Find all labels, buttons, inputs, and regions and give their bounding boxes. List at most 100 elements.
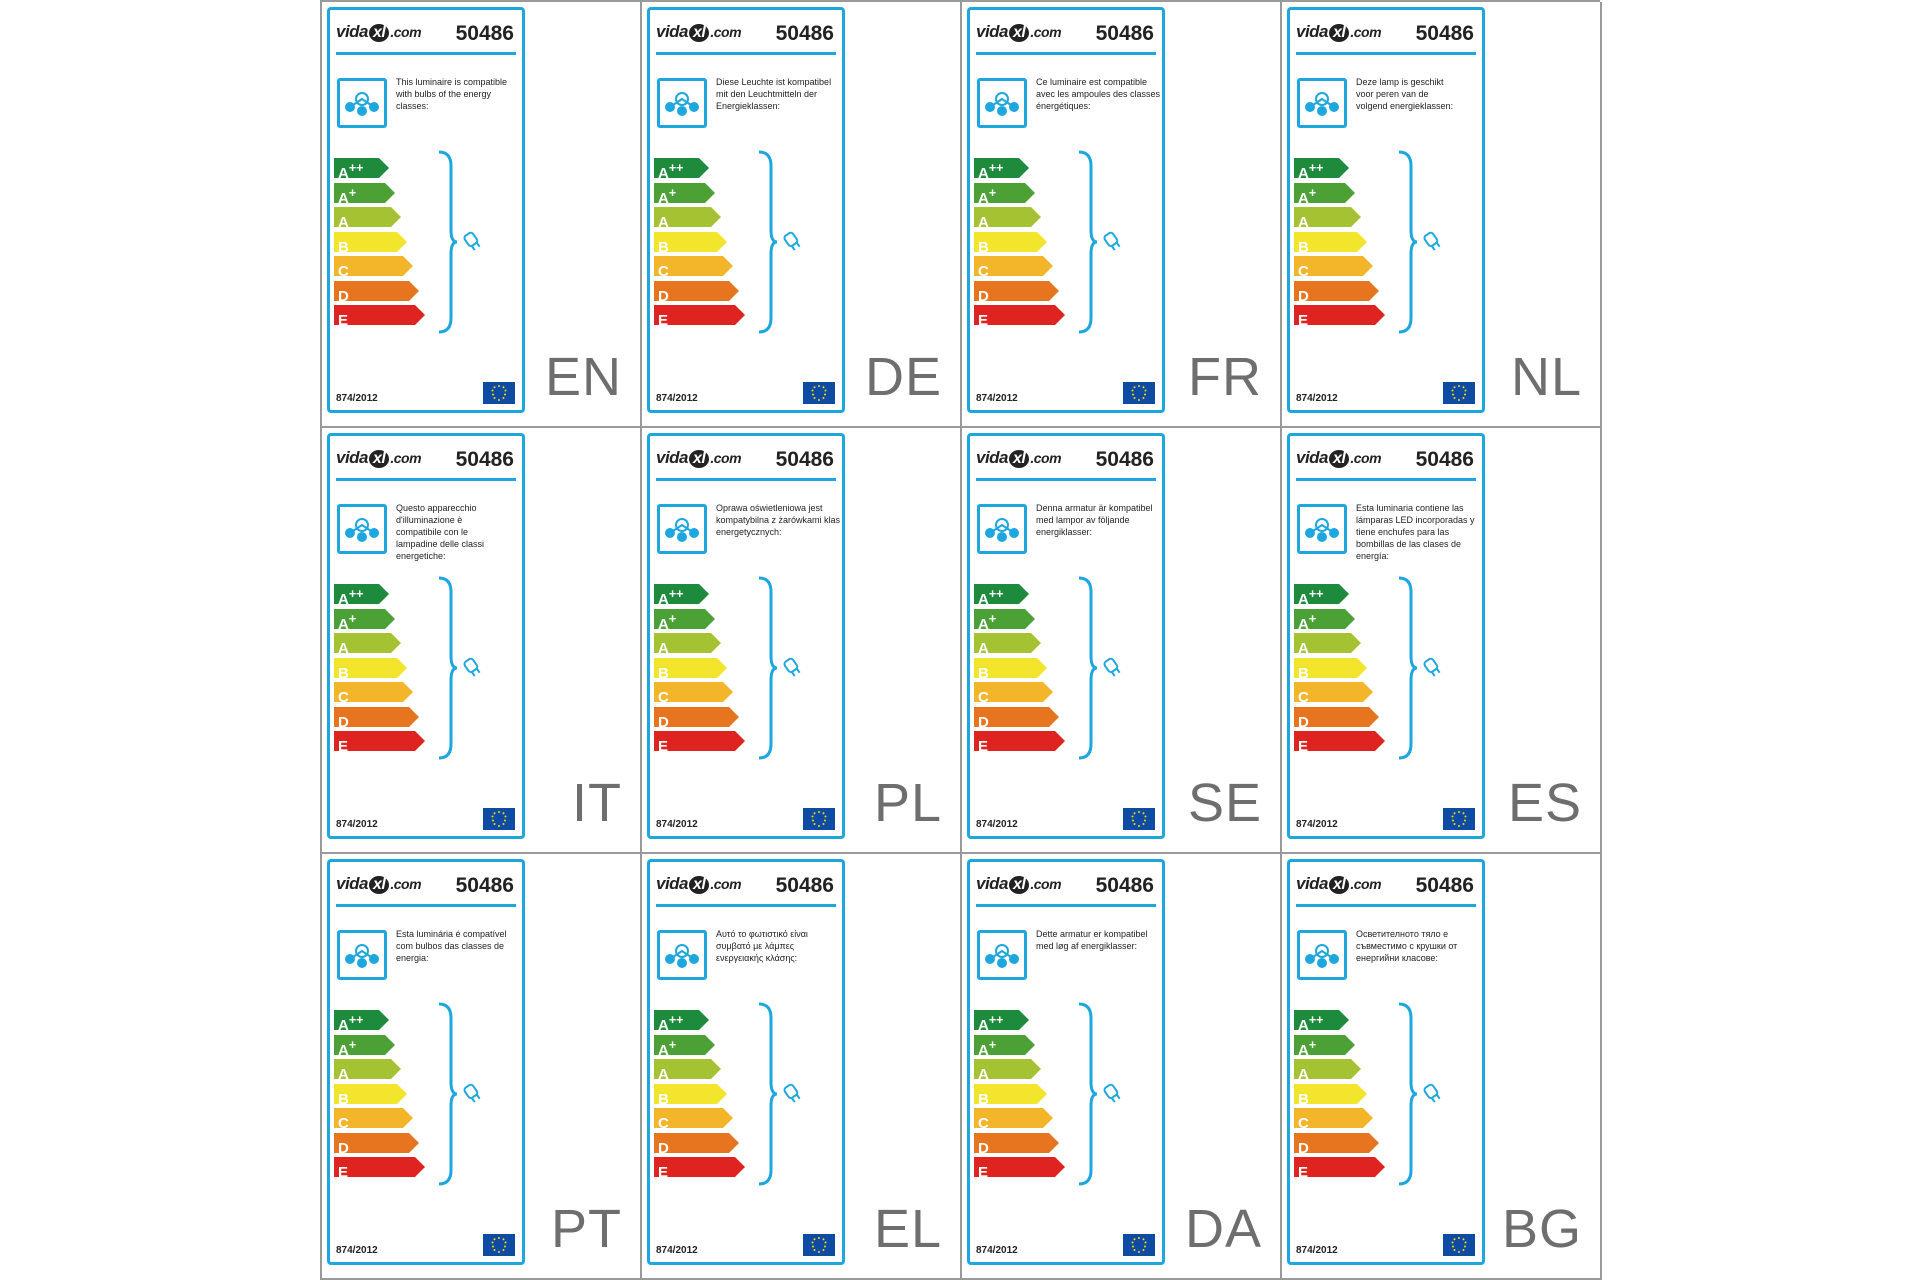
language-code: SE <box>1187 773 1262 833</box>
product-code: 50486 <box>775 22 834 45</box>
energy-class-bar: A++ <box>974 1010 1029 1034</box>
compatibility-text: Esta luminaria contiene las lámparas LED… <box>1356 503 1475 561</box>
energy-class-bar: B <box>654 1083 727 1108</box>
header-rule <box>976 52 1156 55</box>
energy-class-bar: D <box>654 706 739 731</box>
energy-class-bar: B <box>974 1083 1047 1108</box>
label-cell: vida xl .com 50486 Esta luminaria contiene… <box>1282 428 1602 854</box>
energy-class-bar: A++ <box>974 584 1029 608</box>
lamp-icon <box>1297 78 1347 128</box>
energy-class-bar: A++ <box>654 584 709 608</box>
energy-class-bar: A+ <box>334 608 395 633</box>
lamp-icon <box>1297 504 1347 554</box>
energy-class-bar: A <box>654 207 721 231</box>
eu-flag-icon <box>1443 1234 1475 1256</box>
energy-class-bar: D <box>974 1132 1059 1157</box>
energy-class-bar: D <box>334 706 419 731</box>
bracket-icon <box>1075 150 1099 338</box>
regulation-number: 874/2012 <box>1296 393 1338 404</box>
lamp-icon <box>657 78 707 128</box>
energy-class-bar: A <box>334 207 401 231</box>
energy-class-bar: E <box>654 305 745 329</box>
compatibility-text: Esta luminária é compatível com bulbos d… <box>396 929 507 963</box>
product-code: 50486 <box>455 874 514 897</box>
energy-class-scale: A++ A+ A B C D E <box>974 584 1065 756</box>
energy-class-bar: A <box>974 207 1041 231</box>
energy-label: vida xl .com 50486 Questo apparecchio d'il… <box>327 433 525 839</box>
label-cell: vida xl .com 50486 Deze lamp is geschikt v… <box>1282 2 1602 428</box>
eu-flag-icon <box>1443 382 1475 404</box>
energy-class-scale: A++ A+ A B C D E <box>654 584 745 756</box>
energy-class-bar: E <box>974 731 1065 755</box>
header-rule <box>656 904 836 907</box>
energy-label: vida xl .com 50486 Oprawa oświetleniowa je… <box>647 433 845 839</box>
eu-flag-icon <box>803 382 835 404</box>
bulb-icon <box>1421 1082 1443 1108</box>
energy-class-bar: A++ <box>654 1010 709 1034</box>
energy-class-bar: A <box>654 1059 721 1083</box>
brand-logo: vida xl .com <box>976 874 1062 894</box>
energy-label: vida xl .com 50486 Dette armatur er kompat… <box>967 859 1165 1265</box>
energy-class-bar: E <box>1294 1157 1385 1181</box>
energy-class-bar: A+ <box>1294 182 1355 207</box>
bulb-icon <box>1421 656 1443 682</box>
label-cell: vida xl .com 50486 Diese Leuchte ist kompa… <box>642 2 962 428</box>
lamp-icon <box>977 504 1027 554</box>
energy-class-scale: A++ A+ A B C D E <box>1294 1010 1385 1182</box>
product-code: 50486 <box>775 874 834 897</box>
energy-class-scale: A++ A+ A B C D E <box>1294 584 1385 756</box>
energy-class-bar: A <box>1294 1059 1361 1083</box>
bulb-icon <box>781 1082 803 1108</box>
energy-class-bar: A+ <box>974 608 1035 633</box>
energy-class-scale: A++ A+ A B C D E <box>974 158 1065 330</box>
bracket-icon <box>1395 150 1419 338</box>
product-code: 50486 <box>1415 22 1474 45</box>
language-code: EN <box>544 347 622 407</box>
energy-class-bar: A+ <box>334 182 395 207</box>
energy-label: vida xl .com 50486 Αυτό το φωτιστικό είναι… <box>647 859 845 1265</box>
header-rule <box>1296 904 1476 907</box>
energy-class-bar: B <box>1294 1083 1367 1108</box>
energy-class-bar: D <box>1294 280 1379 305</box>
compatibility-text: Questo apparecchio d'illuminazione è com… <box>396 503 485 561</box>
energy-class-bar: C <box>1294 682 1373 706</box>
brand-logo: vida xl .com <box>336 874 422 894</box>
energy-class-bar: B <box>334 231 407 256</box>
eu-flag-icon <box>483 1234 515 1256</box>
brand-logo: vida xl .com <box>656 874 742 894</box>
language-code: NL <box>1510 347 1582 407</box>
eu-flag-icon <box>803 1234 835 1256</box>
product-code: 50486 <box>1095 874 1154 897</box>
bracket-icon <box>755 576 779 764</box>
label-cell: vida xl .com 50486 Ce luminaire est compat… <box>962 2 1282 428</box>
energy-class-bar: D <box>334 280 419 305</box>
language-code: PT <box>550 1199 622 1259</box>
energy-label: vida xl .com 50486 Осветителното тяло е съ… <box>1287 859 1485 1265</box>
energy-class-bar: D <box>1294 706 1379 731</box>
energy-class-bar: A++ <box>334 1010 389 1034</box>
product-code: 50486 <box>1415 448 1474 471</box>
label-grid: vida xl .com 50486 This luminaire is compa… <box>320 0 1602 1280</box>
energy-class-bar: A <box>1294 633 1361 657</box>
lamp-icon <box>657 930 707 980</box>
energy-class-bar: C <box>334 1108 413 1132</box>
eu-flag-icon <box>803 808 835 830</box>
brand-logo: vida xl .com <box>976 22 1062 42</box>
bracket-icon <box>435 1002 459 1190</box>
brand-logo: vida xl .com <box>1296 874 1382 894</box>
energy-class-bar: D <box>974 280 1059 305</box>
header-rule <box>976 478 1156 481</box>
bulb-icon <box>1101 230 1123 256</box>
energy-label: vida xl .com 50486 Diese Leuchte ist kompa… <box>647 7 845 413</box>
energy-class-bar: B <box>1294 657 1367 682</box>
energy-class-bar: E <box>334 731 425 755</box>
product-code: 50486 <box>775 448 834 471</box>
regulation-number: 874/2012 <box>656 819 698 830</box>
energy-class-scale: A++ A+ A B C D E <box>974 1010 1065 1182</box>
label-cell: vida xl .com 50486 This luminaire is compa… <box>322 2 642 428</box>
bracket-icon <box>1075 576 1099 764</box>
energy-class-bar: A <box>974 1059 1041 1083</box>
energy-class-scale: A++ A+ A B C D E <box>654 1010 745 1182</box>
product-code: 50486 <box>1095 448 1154 471</box>
energy-class-scale: A++ A+ A B C D E <box>654 158 745 330</box>
